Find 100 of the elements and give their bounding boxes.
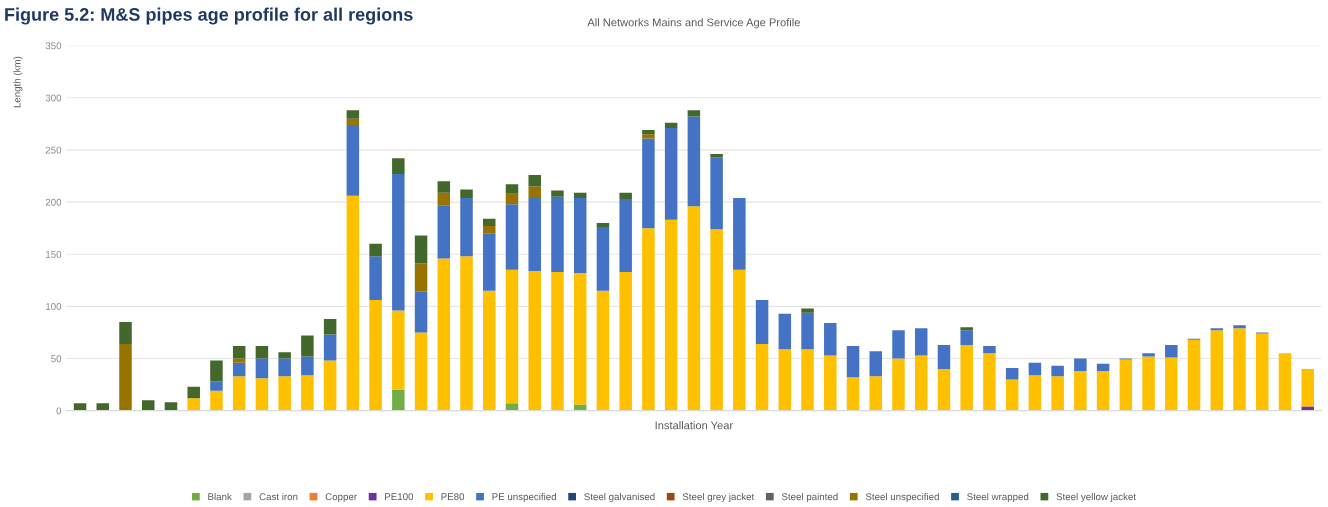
bar <box>619 271 632 411</box>
bar <box>369 256 382 301</box>
bar <box>1210 328 1224 331</box>
bar <box>573 404 587 411</box>
bar <box>392 389 405 411</box>
bar <box>369 243 382 257</box>
bar <box>914 328 928 356</box>
bar <box>1051 365 1064 377</box>
bar <box>960 344 973 411</box>
bar <box>733 269 746 411</box>
legend-label: Steel galvanised <box>584 492 655 503</box>
bar <box>96 403 110 411</box>
y-tick-label: 50 <box>51 355 62 363</box>
bar <box>573 273 587 405</box>
bar <box>301 335 314 357</box>
bar <box>346 124 360 196</box>
bar <box>573 197 587 273</box>
bar <box>892 358 905 411</box>
bar <box>642 134 655 139</box>
bar <box>505 184 519 194</box>
bar <box>1074 371 1087 411</box>
bar <box>914 355 928 411</box>
bar <box>232 358 246 363</box>
bar <box>983 353 996 411</box>
bar <box>1142 356 1155 411</box>
bar <box>596 227 610 291</box>
bar <box>937 344 951 369</box>
bar <box>528 186 541 198</box>
bar <box>392 173 405 311</box>
bar <box>1210 330 1224 411</box>
bar <box>824 355 837 411</box>
bar <box>437 205 451 259</box>
bar <box>892 330 905 359</box>
bar <box>414 235 428 264</box>
bar <box>1119 359 1133 411</box>
bar <box>483 218 496 227</box>
bar <box>414 291 428 333</box>
bar <box>528 270 541 411</box>
bar <box>528 197 541 271</box>
bar <box>1074 358 1087 372</box>
bar <box>960 330 973 345</box>
bar <box>210 381 223 391</box>
bar <box>1165 344 1178 358</box>
bar <box>232 376 246 411</box>
y-axis-title: Length (km) <box>13 56 23 108</box>
bar <box>846 377 860 411</box>
bar <box>1142 353 1155 357</box>
chart-subtitle: All Networks Mains and Service Age Profile <box>587 18 800 29</box>
bar <box>119 322 132 344</box>
bar <box>664 219 678 411</box>
y-tick-label: 0 <box>56 407 62 415</box>
bar <box>141 400 155 411</box>
bar <box>187 398 200 411</box>
bar <box>505 204 519 270</box>
bar <box>210 390 223 411</box>
y-tick-label: 300 <box>45 94 62 102</box>
bar <box>801 312 814 350</box>
bar <box>1187 339 1201 411</box>
bar <box>1165 357 1178 411</box>
bar <box>414 263 428 292</box>
bar <box>278 376 291 411</box>
bar <box>846 346 860 378</box>
bar <box>301 356 314 376</box>
bar <box>392 310 405 390</box>
bar <box>551 196 564 272</box>
chart-title: Figure 5.2: M&S pipes age profile for all regions <box>5 7 413 25</box>
bar <box>210 360 223 382</box>
bar <box>346 110 360 119</box>
y-tick-label: 200 <box>45 198 62 206</box>
bar <box>983 346 996 354</box>
y-tick-label: 150 <box>46 250 62 258</box>
bar <box>596 290 610 411</box>
bar <box>1005 379 1019 411</box>
y-tick-label: 100 <box>46 303 62 310</box>
bar <box>255 358 269 379</box>
bar <box>301 375 314 411</box>
bar <box>801 349 814 411</box>
bar <box>369 300 382 411</box>
legend-label: PE unspecified <box>492 492 556 503</box>
bar <box>255 378 269 411</box>
bar <box>937 368 951 411</box>
bar <box>460 189 473 198</box>
bar <box>1278 353 1292 411</box>
bar <box>869 376 883 411</box>
bar <box>483 290 496 411</box>
bar <box>323 360 337 411</box>
bar <box>73 403 87 411</box>
bar <box>960 327 973 331</box>
bar <box>755 300 769 344</box>
bar <box>733 197 746 270</box>
bar <box>505 193 519 205</box>
bar <box>687 110 701 117</box>
bar <box>1005 367 1019 380</box>
bar <box>1051 376 1064 411</box>
bar <box>687 116 701 207</box>
bar <box>1301 368 1314 407</box>
legend-label: Steel unspecified <box>865 492 939 503</box>
bar <box>778 313 792 350</box>
legend-label: Steel wrapped <box>967 492 1029 503</box>
bar <box>642 138 655 229</box>
